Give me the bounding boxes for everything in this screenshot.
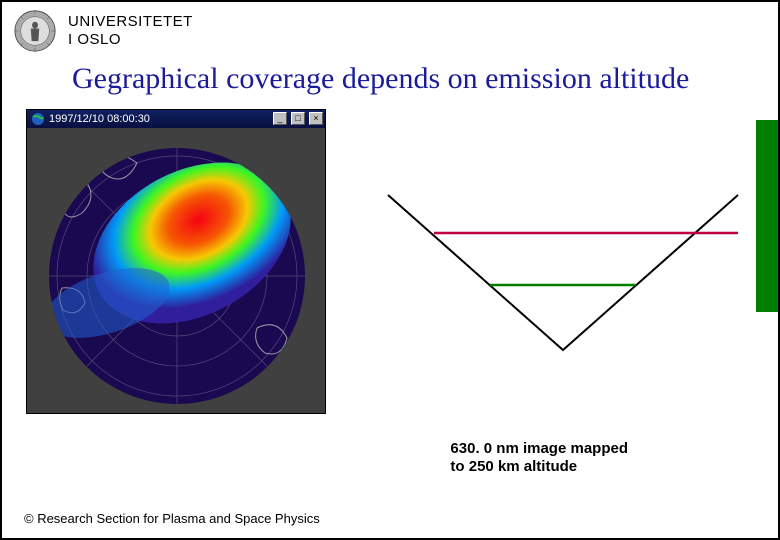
caption-line2: to 250 km altitude: [450, 458, 628, 476]
map-window: 1997/12/10 08:00:30 _ □ ×: [26, 109, 326, 414]
field-of-view-cone: [388, 195, 738, 350]
caption-line1: 630. 0 nm image mapped: [450, 440, 628, 458]
window-timestamp: 1997/12/10 08:00:30: [49, 113, 150, 125]
image-caption: 630. 0 nm image mapped to 250 km altitud…: [450, 440, 628, 476]
close-icon: ×: [309, 112, 323, 125]
footer-copyright: © Research Section for Plasma and Space …: [24, 511, 320, 526]
altitude-diagram: [368, 175, 748, 365]
aurora-map: [27, 128, 325, 413]
window-titlebar: 1997/12/10 08:00:30 _ □ ×: [27, 110, 325, 128]
university-name: UNIVERSITETET I OSLO: [68, 13, 193, 49]
minimize-icon: _: [273, 112, 287, 125]
maximize-icon: □: [291, 112, 305, 125]
header: UNIVERSITETET I OSLO: [2, 2, 778, 56]
university-name-line1: UNIVERSITETET: [68, 13, 193, 31]
slide-title: Gegraphical coverage depends on emission…: [2, 56, 778, 105]
university-seal-icon: [14, 10, 56, 52]
content-area: 1997/12/10 08:00:30 _ □ ×: [2, 105, 778, 435]
globe-icon: [31, 112, 45, 126]
university-name-line2: I OSLO: [68, 31, 193, 49]
